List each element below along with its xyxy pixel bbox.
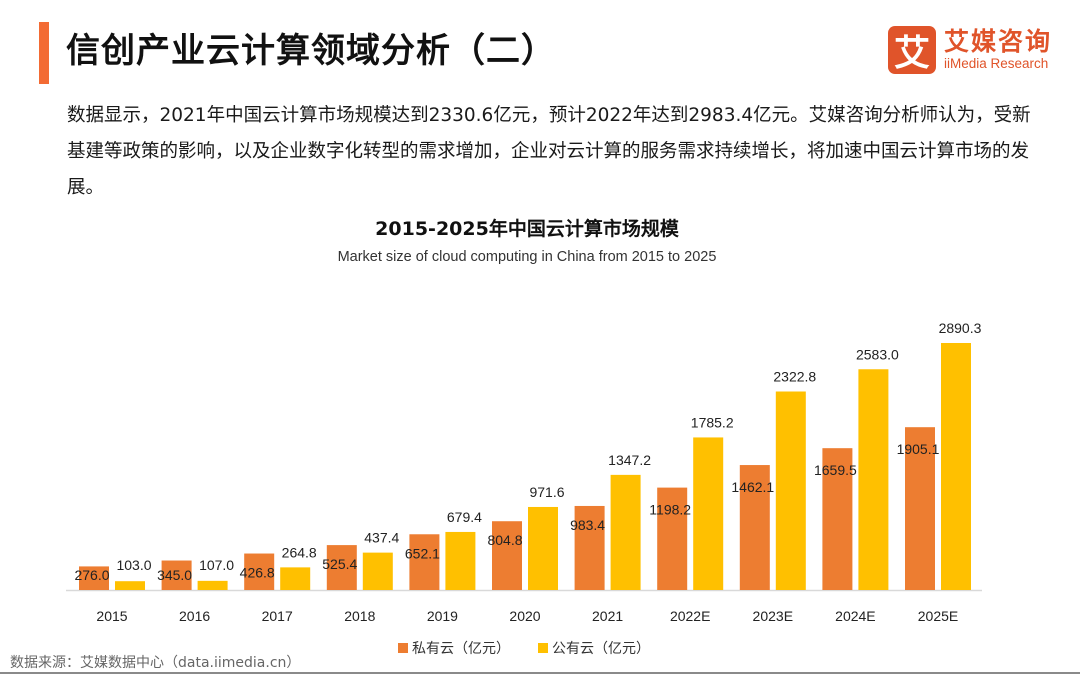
data-label-private-cloud: 1659.5 — [814, 462, 857, 478]
data-label-public-cloud: 2583.0 — [856, 346, 899, 362]
legend-item-private-cloud: 私有云（亿元） — [398, 638, 510, 658]
logo-name-cn: 艾媒咨询 — [944, 27, 1053, 56]
data-label-public-cloud: 679.4 — [447, 509, 482, 525]
data-source-note: 数据来源：艾媒数据中心（data.iimedia.cn） — [10, 655, 301, 671]
x-tick-label: 2025E — [918, 608, 958, 624]
x-tick-label: 2017 — [262, 608, 293, 624]
bar-private-cloud — [161, 560, 192, 590]
bar-public-cloud — [528, 506, 558, 590]
bar-public-cloud — [445, 531, 476, 590]
logo-mark-icon: 艾 — [888, 26, 936, 74]
bar-public-cloud — [362, 552, 393, 590]
x-tick-label: 2015 — [96, 608, 127, 624]
legend-label-private-cloud: 私有云（亿元） — [412, 641, 510, 657]
data-label-public-cloud: 2890.3 — [939, 320, 982, 336]
bar-private-cloud — [739, 465, 770, 590]
bar-public-cloud — [858, 369, 889, 590]
footer-divider — [0, 672, 1080, 674]
x-tick-label: 2018 — [344, 608, 375, 624]
data-label-public-cloud: 107.0 — [199, 557, 234, 573]
x-tick-label: 2016 — [179, 608, 210, 624]
logo-text: 艾媒咨询 iiMedia Research — [944, 28, 1052, 72]
x-tick-label: 2024E — [835, 608, 875, 624]
bar-public-cloud — [610, 474, 641, 590]
legend-label-public-cloud: 公有云（亿元） — [552, 641, 650, 657]
chart-subtitle: Market size of cloud computing in China … — [337, 249, 717, 265]
x-tick-label: 2020 — [509, 608, 540, 624]
x-tick-label: 2019 — [427, 608, 458, 624]
title-accent-bar — [39, 22, 49, 84]
data-label-private-cloud: 525.4 — [322, 556, 357, 572]
data-label-public-cloud: 103.0 — [116, 557, 151, 573]
bar-private-cloud — [822, 448, 853, 590]
bar-public-cloud — [197, 580, 228, 590]
data-label-public-cloud: 2322.8 — [773, 368, 816, 384]
bar-public-cloud — [693, 437, 724, 590]
x-tick-label: 2022E — [670, 608, 710, 624]
bar-public-cloud — [775, 391, 806, 590]
legend-swatch-private-cloud — [398, 643, 408, 653]
data-label-private-cloud: 1905.1 — [897, 441, 940, 457]
data-label-private-cloud: 804.8 — [487, 532, 522, 548]
bar-private-cloud — [905, 427, 935, 590]
bar-private-cloud — [574, 505, 605, 590]
data-label-private-cloud: 426.8 — [240, 565, 275, 581]
brand-logo: 艾 艾媒咨询 iiMedia Research — [888, 24, 1052, 76]
data-label-public-cloud: 264.8 — [282, 544, 317, 560]
data-label-private-cloud: 983.4 — [570, 517, 605, 533]
data-label-private-cloud: 345.0 — [157, 567, 192, 583]
bar-public-cloud — [280, 567, 311, 590]
x-tick-label: 2023E — [753, 608, 793, 624]
chart-legend: 私有云（亿元） 公有云（亿元） — [398, 638, 650, 658]
x-tick-label: 2021 — [592, 608, 623, 624]
logo-name-en: iiMedia Research — [944, 56, 1049, 71]
bar-private-cloud — [326, 545, 357, 590]
page-title: 信创产业云计算领域分析（二） — [66, 31, 556, 71]
legend-item-public-cloud: 公有云（亿元） — [538, 638, 650, 658]
bar-private-cloud — [492, 521, 522, 590]
data-label-public-cloud: 971.6 — [529, 484, 564, 500]
data-label-private-cloud: 276.0 — [74, 567, 109, 583]
bar-private-cloud — [79, 566, 109, 590]
bar-private-cloud — [244, 553, 275, 590]
data-label-public-cloud: 437.4 — [364, 530, 399, 546]
bar-private-cloud — [657, 487, 688, 590]
data-label-private-cloud: 1462.1 — [731, 479, 774, 495]
data-label-public-cloud: 1347.2 — [608, 452, 651, 468]
bar-public-cloud — [115, 581, 145, 590]
data-label-private-cloud: 1198.2 — [649, 502, 691, 518]
bar-private-cloud — [409, 534, 440, 590]
bar-public-cloud — [941, 343, 971, 590]
data-label-public-cloud: 1785.2 — [691, 414, 734, 430]
data-label-private-cloud: 652.1 — [405, 545, 440, 561]
chart-title: 2015-2025年中国云计算市场规模 — [375, 218, 679, 240]
legend-swatch-public-cloud — [538, 643, 548, 653]
summary-paragraph: 数据显示，2021年中国云计算市场规模达到2330.6亿元，预计2022年达到2… — [67, 105, 1031, 198]
